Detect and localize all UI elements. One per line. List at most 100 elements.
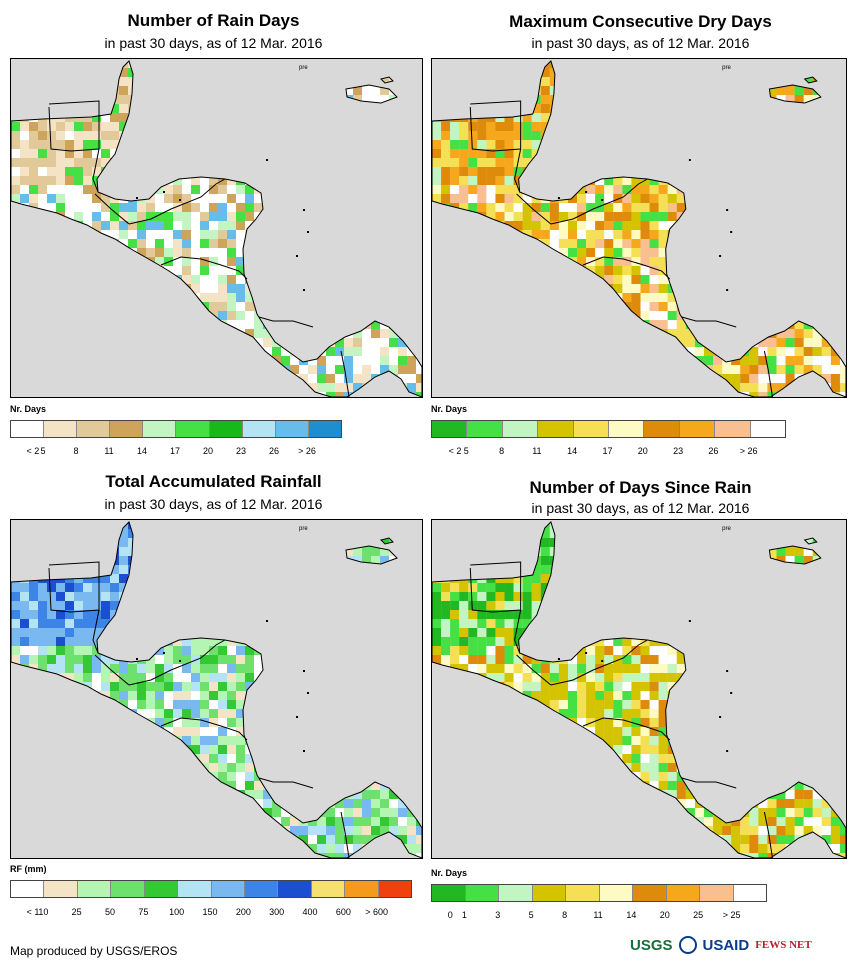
- grid-cell: [56, 574, 65, 583]
- grid-cell: [290, 158, 299, 167]
- grid-cell: [803, 329, 813, 338]
- grid-cell: [101, 556, 110, 565]
- grid-cell: [173, 691, 182, 700]
- grid-cell: [182, 556, 191, 565]
- grid-cell: [191, 140, 200, 149]
- grid-cell: [486, 194, 496, 203]
- grid-cell: [56, 347, 65, 356]
- grid-cell: [290, 529, 299, 538]
- grid-cell: [812, 347, 822, 356]
- grid-cell: [29, 158, 38, 167]
- grid-cell: [236, 691, 245, 700]
- grid-cell: [299, 338, 308, 347]
- grid-cell: [713, 266, 723, 275]
- grid-cell: [29, 140, 38, 149]
- grid-cell: [173, 149, 182, 158]
- grid-cell: [353, 522, 362, 529]
- grid-cell: [794, 347, 804, 356]
- grid-cell: [128, 365, 137, 374]
- grid-cell: [839, 212, 846, 221]
- grid-cell: [649, 257, 659, 266]
- grid-cell: [164, 673, 173, 682]
- grid-cell: [803, 275, 813, 284]
- grid-cell: [371, 86, 380, 95]
- grid-cell: [371, 185, 380, 194]
- grid-cell: [74, 61, 83, 68]
- grid-cell: [101, 781, 110, 790]
- grid-cell: [722, 311, 732, 320]
- grid-cell: [622, 374, 632, 383]
- grid-cell: [371, 365, 380, 374]
- grid-cell: [335, 221, 344, 230]
- grid-cell: [74, 248, 83, 257]
- grid-cell: [209, 727, 218, 736]
- grid-cell: [47, 628, 56, 637]
- grid-cell: [227, 763, 236, 772]
- grid-cell: [649, 338, 659, 347]
- grid-cell: [486, 230, 496, 239]
- grid-cell: [577, 61, 587, 68]
- grid-cell: [263, 167, 272, 176]
- grid-cell: [785, 284, 795, 293]
- grid-cell: [83, 347, 92, 356]
- grid-cell: [839, 275, 846, 284]
- grid-cell: [92, 790, 101, 799]
- grid-cell: [380, 347, 389, 356]
- grid-cell: [110, 736, 119, 745]
- grid-cell: [335, 374, 344, 383]
- grid-cell: [794, 230, 804, 239]
- grid-cell: [477, 338, 487, 347]
- grid-cell: [676, 293, 686, 302]
- grid-cell: [110, 302, 119, 311]
- grid-cell: [344, 61, 353, 68]
- grid-cell: [407, 77, 416, 86]
- grid-cell: [577, 320, 587, 329]
- grid-cell: [254, 266, 263, 275]
- grid-cell: [20, 68, 29, 77]
- grid-cell: [407, 709, 416, 718]
- grid-cell: [839, 185, 846, 194]
- grid-cell: [658, 266, 668, 275]
- grid-cell: [459, 356, 469, 365]
- grid-cell: [622, 113, 632, 122]
- grid-cell: [531, 248, 541, 257]
- grid-cell: [567, 338, 578, 347]
- grid-cell: [344, 302, 353, 311]
- grid-cell: [362, 655, 371, 664]
- grid-cell: [398, 356, 407, 365]
- grid-cell: [137, 311, 146, 320]
- grid-cell: [604, 230, 614, 239]
- grid-cell: [155, 592, 164, 601]
- grid-cell: [272, 565, 281, 574]
- grid-cell: [209, 104, 218, 113]
- grid-cell: [254, 790, 263, 799]
- grid-cell: [20, 673, 29, 682]
- grid-cell: [667, 374, 677, 383]
- grid-cell: [335, 637, 344, 646]
- grid-cell: [731, 248, 741, 257]
- grid-cell: [839, 61, 846, 68]
- grid-cell: [794, 149, 804, 158]
- grid-cell: [441, 158, 451, 167]
- grid-cell: [83, 565, 92, 574]
- grid-cell: [776, 293, 786, 302]
- grid-cell: [794, 365, 804, 374]
- grid-cell: [119, 565, 128, 574]
- grid-cell: [173, 356, 182, 365]
- grid-cell: [839, 221, 846, 230]
- grid-cell: [398, 338, 407, 347]
- grid-cell: [326, 203, 335, 212]
- grid-cell: [344, 565, 353, 574]
- grid-cell: [200, 347, 209, 356]
- grid-cell: [776, 104, 786, 113]
- grid-cell: [416, 601, 422, 610]
- grid-cell: [299, 655, 308, 664]
- grid-cell: [531, 365, 541, 374]
- grid-cell: [191, 86, 200, 95]
- grid-cell: [380, 628, 389, 637]
- grid-cell: [362, 529, 371, 538]
- grid-cell: [694, 185, 704, 194]
- grid-cell: [281, 736, 290, 745]
- grid-cell: [299, 293, 308, 302]
- grid-cell: [577, 113, 587, 122]
